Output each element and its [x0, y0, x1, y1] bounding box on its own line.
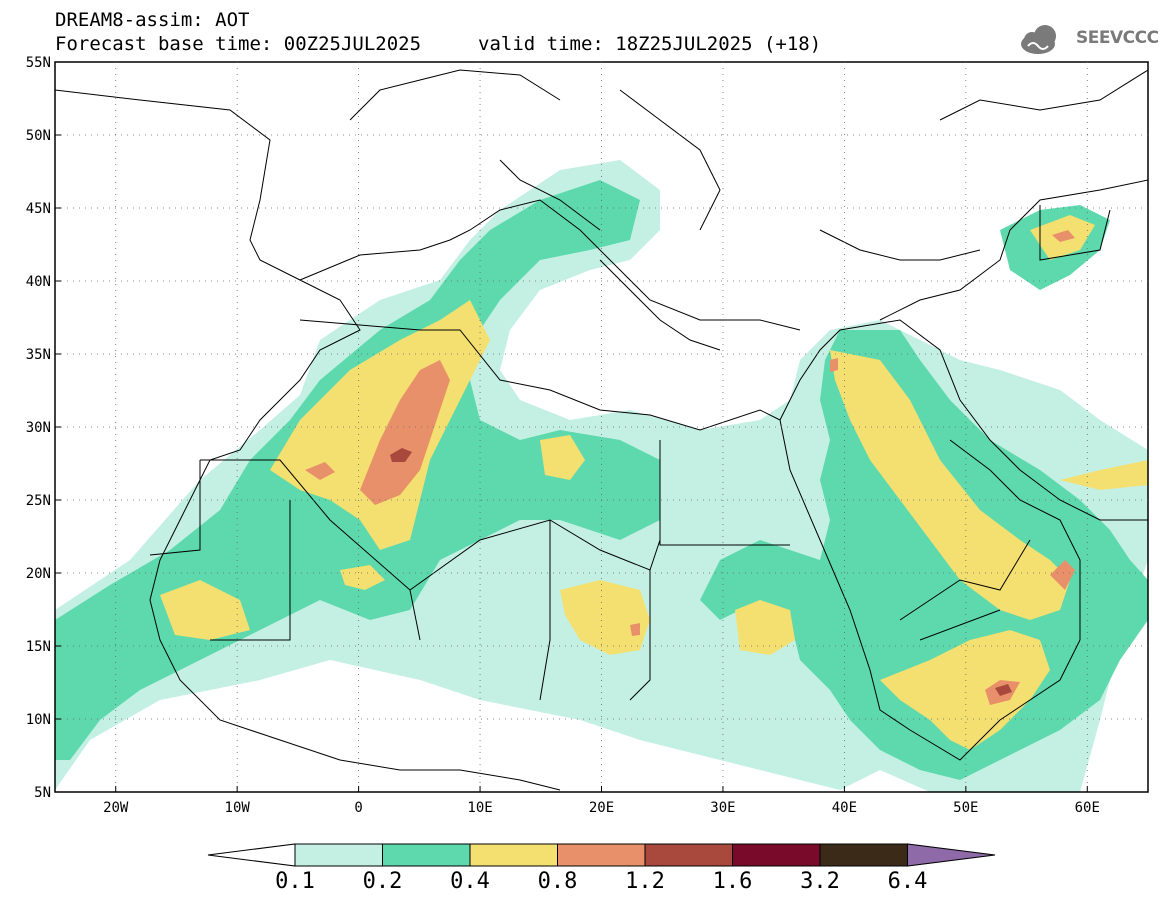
lat-label: 55N [26, 55, 51, 71]
colorbar-arrow-low [207, 843, 296, 867]
colorbar-label: 0.8 [538, 869, 578, 894]
colorbar-arrow-high [907, 843, 996, 867]
lat-label: 5N [34, 785, 51, 801]
cloud-logo-icon [1021, 25, 1056, 54]
colorbar-swatch [382, 843, 471, 867]
colorbar-label: 1.6 [713, 869, 753, 894]
logo-text: SEEVCCC [1076, 28, 1159, 48]
colorbar-swatch [644, 843, 733, 867]
colorbar-swatch [557, 843, 646, 867]
colorbar-label: 1.2 [625, 869, 665, 894]
lon-label: 10E [467, 800, 492, 816]
lon-label: 50E [953, 800, 978, 816]
colorbar: 0.1 0.2 0.4 0.8 1.2 1.6 3.2 6.4 [207, 843, 996, 894]
lat-label: 45N [26, 201, 51, 217]
lat-label: 10N [26, 712, 51, 728]
colorbar-label: 0.1 [275, 869, 315, 894]
colorbar-swatch [469, 843, 558, 867]
colorbar-swatch [294, 843, 383, 867]
lat-label: 30N [26, 420, 51, 436]
lon-label: 30E [710, 800, 735, 816]
colorbar-label: 6.4 [888, 869, 928, 894]
colorbar-swatch [819, 843, 908, 867]
lon-label: 40E [832, 800, 857, 816]
lat-label: 35N [26, 347, 51, 363]
lon-label: 20E [589, 800, 614, 816]
product-title: DREAM8-assim: AOT [55, 9, 250, 31]
colorbar-swatch [732, 843, 821, 867]
colorbar-label: 0.2 [363, 869, 403, 894]
lon-label: 10W [225, 800, 251, 816]
latitude-labels: 55N 50N 45N 40N 35N 30N 25N 20N 15N 10N 5N [26, 55, 61, 801]
coastlines [55, 69, 1148, 791]
lat-label: 25N [26, 493, 51, 509]
lon-label: 60E [1075, 800, 1100, 816]
lat-label: 20N [26, 566, 51, 582]
lon-label: 20W [103, 800, 129, 816]
colorbar-label: 3.2 [800, 869, 840, 894]
lat-label: 15N [26, 639, 51, 655]
lat-label: 40N [26, 274, 51, 290]
longitude-labels: 20W 10W 0 10E 20E 30E 40E 50E 60E [103, 786, 1100, 816]
base-time-label: Forecast base time: 00Z25JUL2025 [55, 33, 422, 55]
valid-time-label: valid time: 18Z25JUL2025 (+18) [478, 33, 822, 55]
map-gridlines [55, 62, 1148, 792]
lon-label: 0 [354, 800, 362, 816]
colorbar-label: 0.4 [450, 869, 490, 894]
lat-label: 50N [26, 128, 51, 144]
